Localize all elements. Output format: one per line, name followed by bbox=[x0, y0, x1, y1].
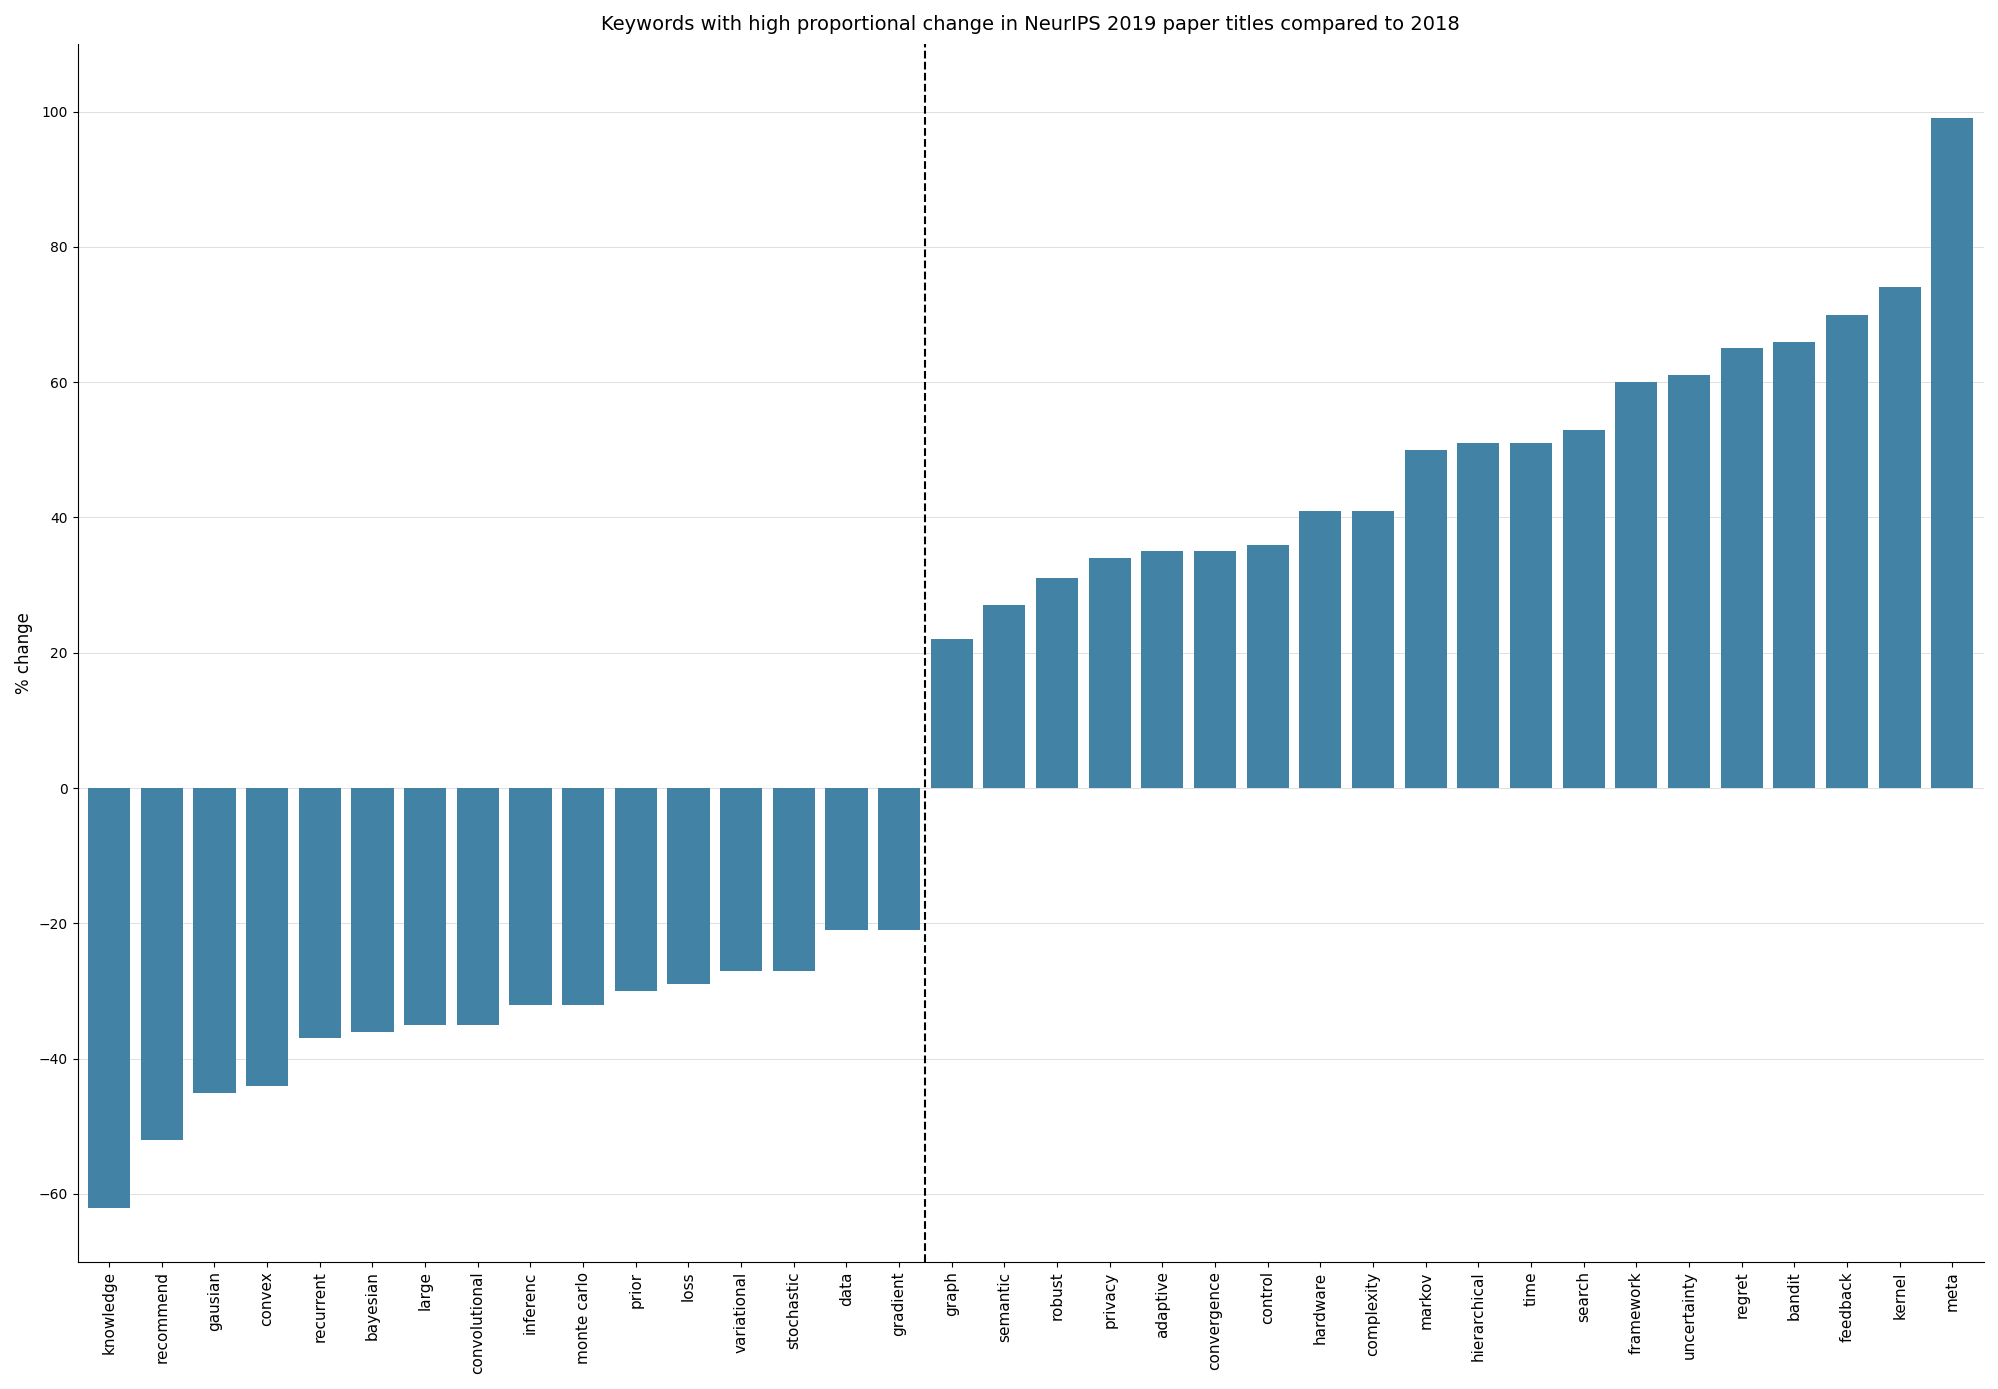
Bar bbox=[1089, 558, 1131, 788]
Bar bbox=[667, 788, 709, 985]
Bar bbox=[877, 788, 919, 931]
Bar bbox=[88, 788, 130, 1207]
Bar bbox=[404, 788, 446, 1025]
Bar bbox=[773, 788, 815, 971]
Bar bbox=[1299, 511, 1341, 788]
Bar bbox=[983, 606, 1025, 788]
Bar bbox=[1405, 450, 1447, 788]
Bar bbox=[509, 788, 551, 1004]
Bar bbox=[1824, 314, 1868, 788]
Bar bbox=[1035, 578, 1077, 788]
Bar bbox=[456, 788, 500, 1025]
Bar bbox=[1772, 342, 1814, 788]
Bar bbox=[1193, 551, 1235, 788]
Bar bbox=[825, 788, 867, 931]
Bar bbox=[561, 788, 603, 1004]
Bar bbox=[615, 788, 657, 990]
Bar bbox=[352, 788, 394, 1032]
Title: Keywords with high proportional change in NeurIPS 2019 paper titles compared to : Keywords with high proportional change i… bbox=[601, 15, 1459, 33]
Bar bbox=[1720, 349, 1762, 788]
Bar bbox=[1878, 288, 1920, 788]
Bar bbox=[1351, 511, 1393, 788]
Bar bbox=[719, 788, 761, 971]
Bar bbox=[1508, 443, 1550, 788]
Y-axis label: % change: % change bbox=[16, 611, 34, 693]
Bar bbox=[1666, 375, 1708, 788]
Bar bbox=[1562, 429, 1604, 788]
Bar bbox=[1141, 551, 1183, 788]
Bar bbox=[1247, 544, 1289, 788]
Bar bbox=[1930, 118, 1972, 788]
Bar bbox=[931, 639, 973, 788]
Bar bbox=[1457, 443, 1498, 788]
Bar bbox=[298, 788, 342, 1039]
Bar bbox=[194, 788, 236, 1093]
Bar bbox=[1614, 382, 1656, 788]
Bar bbox=[140, 788, 182, 1140]
Bar bbox=[246, 788, 288, 1086]
